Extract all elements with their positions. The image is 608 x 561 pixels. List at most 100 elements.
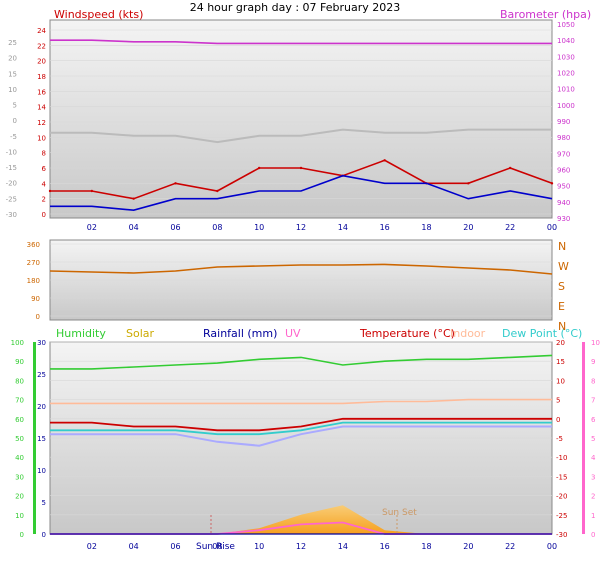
- temperature-tick-label: -5: [556, 435, 563, 443]
- windspeed-point: [216, 189, 219, 193]
- windspeed-point: [174, 182, 177, 185]
- lavender-series-line: [50, 425, 552, 447]
- barometer-tick-label: 1040: [557, 37, 575, 45]
- uv-tick-label: 9: [591, 358, 595, 366]
- uv-tick-label: 1: [591, 512, 595, 520]
- humidity-line: [50, 354, 553, 370]
- time-label: 22: [505, 542, 515, 551]
- time-label: 12: [296, 223, 306, 232]
- rainfall-tick-labels: 30 25 20 15 10 5 0: [37, 339, 46, 539]
- far-left-tick-label: -5: [10, 133, 17, 141]
- barometer-tick-label: 950: [557, 183, 570, 191]
- time-label: 00: [547, 542, 557, 551]
- barometer-tick-label: 1050: [557, 21, 575, 29]
- barometer-tick-labels: 1050 1040 1030 1020 1010 1000 990 980 970 960 950 9…: [557, 21, 575, 223]
- temperature-tick-label: -25: [556, 512, 567, 520]
- humidity-tick-label: 50: [15, 435, 24, 443]
- legend-rainfall: Rainfall (mm): [203, 327, 277, 340]
- temperature-tick-label: -30: [556, 531, 567, 539]
- temperature-tick-label: -20: [556, 493, 567, 501]
- windspeed-tick-label: 18: [37, 73, 46, 81]
- time-label: 12: [296, 542, 306, 551]
- sunrise-label: Sun Rise: [196, 542, 235, 552]
- uv-tick-label: 3: [591, 473, 595, 481]
- compass-label: S: [558, 280, 565, 293]
- direction-tick-labels: 360 270 180 90 0: [27, 241, 40, 321]
- far-left-tick-label: -10: [6, 148, 17, 156]
- barometer-line: [50, 39, 552, 45]
- barometer-tick-label: 1020: [557, 70, 575, 78]
- windspeed-tick-label: 24: [37, 27, 46, 35]
- far-left-tick-label: -25: [6, 195, 17, 203]
- temperature-tick-label: -15: [556, 473, 567, 481]
- windspeed-point: [90, 189, 94, 193]
- chart-title: 24 hour graph day : 07 February 2023: [190, 1, 401, 14]
- direction-tick-label: 270: [27, 259, 40, 267]
- uv-tick-label: 6: [591, 416, 596, 424]
- direction-tick-label: 180: [27, 277, 40, 285]
- windspeed-point: [48, 189, 52, 193]
- windspeed-point: [299, 166, 303, 170]
- grey-series-line: [50, 128, 552, 144]
- windspeed-tick-label: 14: [37, 104, 46, 112]
- temperature-tick-label: 0: [556, 416, 560, 424]
- time-label: 18: [421, 542, 431, 551]
- windspeed-point: [467, 182, 470, 185]
- time-label: 20: [463, 223, 473, 232]
- indoor-line: [50, 398, 552, 405]
- barometer-tick-label: 980: [557, 134, 570, 142]
- temperature-tick-label: 20: [556, 339, 565, 347]
- windspeed-tick-label: 16: [37, 88, 46, 96]
- rainfall-tick-label: 30: [37, 339, 46, 347]
- far-left-tick-label: -15: [6, 164, 17, 172]
- humidity-tick-label: 30: [15, 473, 24, 481]
- uv-tick-label: 4: [591, 454, 596, 462]
- uv-tick-label: 5: [591, 435, 595, 443]
- time-label: 14: [338, 223, 348, 232]
- far-left-tick-label: 15: [8, 70, 17, 78]
- compass-label: W: [558, 260, 569, 273]
- panel-wind-baro: Windspeed (kts) Barometer (hpa) 24222018…: [6, 8, 592, 232]
- temperature-tick-label: 5: [556, 397, 560, 405]
- far-left-tick-label: 5: [13, 102, 17, 110]
- direction-tick-label: 360: [27, 241, 40, 249]
- time-label: 02: [87, 223, 97, 232]
- compass-label: N: [558, 240, 566, 253]
- windspeed-tick-label: 0: [42, 211, 46, 219]
- temperature-tick-label: 15: [556, 358, 565, 366]
- windspeed-tick-label: 12: [37, 119, 46, 127]
- panel1-plot-area: [49, 19, 553, 219]
- uv-scale-bar: [582, 342, 585, 534]
- uv-tick-label: 7: [591, 397, 595, 405]
- compass-label: E: [558, 300, 565, 313]
- temperature-line: [50, 417, 552, 432]
- rainfall-tick-label: 25: [37, 371, 46, 379]
- windspeed-point: [508, 166, 512, 170]
- humidity-tick-label: 60: [15, 416, 24, 424]
- windspeed-tick-label: 8: [42, 150, 46, 158]
- panel1-series: [48, 39, 554, 212]
- humidity-tick-label: 70: [15, 397, 24, 405]
- time-label: 00: [547, 223, 557, 232]
- windspeed-tick-label: 6: [42, 165, 47, 173]
- direction-tick-label: 90: [31, 295, 40, 303]
- legend-uv: UV: [285, 327, 301, 340]
- uv-tick-label: 2: [591, 493, 595, 501]
- humidity-tick-label: 20: [15, 493, 24, 501]
- windspeed-point: [383, 159, 386, 162]
- time-label: 18: [421, 223, 431, 232]
- barometer-tick-label: 990: [557, 118, 570, 126]
- panel1-time-labels: 02 04 06 08 10 12 14 16 18 20 22 00: [87, 223, 557, 232]
- time-label: 08: [212, 223, 222, 232]
- time-label: 02: [87, 542, 97, 551]
- humidity-tick-label: 100: [11, 339, 24, 347]
- time-label: 06: [170, 223, 180, 232]
- temperature-tick-label: -10: [556, 454, 567, 462]
- blue-series-line: [50, 174, 553, 212]
- windspeed-point: [550, 182, 554, 185]
